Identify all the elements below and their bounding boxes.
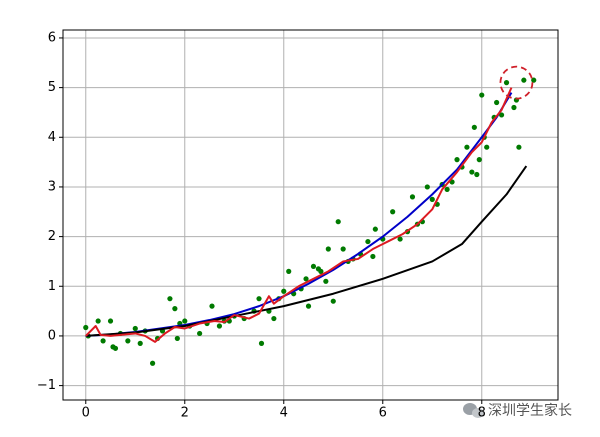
data-point [167,296,173,302]
data-point [340,246,346,252]
data-point [372,226,378,232]
data-point [444,186,450,193]
data-point [471,124,477,130]
data-point [137,340,143,346]
data-point [397,236,403,242]
data-point [286,268,292,274]
data-point [479,92,485,98]
data-point [484,144,490,150]
data-point [390,209,396,215]
data-point [323,278,329,284]
data-point [112,345,119,351]
data-point [335,219,341,225]
data-point [370,253,376,260]
data-point [503,80,510,86]
data-point [132,325,138,332]
data-point [281,288,287,294]
data-point [182,318,188,324]
data-point [409,194,416,200]
y-tick-label: 3 [48,179,56,194]
watermark-icon [463,403,484,418]
data-point [531,77,537,83]
data-point [310,263,317,270]
data-point [325,246,331,252]
data-point [365,238,371,245]
x-tick-label: 4 [280,406,288,421]
y-tick-label: 0 [48,328,56,343]
x-tick-label: 0 [82,406,90,421]
data-point [454,157,460,163]
data-point [197,330,203,337]
highlight-circle [499,65,534,100]
data-point [521,77,527,83]
data-point [172,306,178,312]
x-tick-label: 6 [379,406,387,421]
x-tick-label: 2 [181,406,189,421]
y-tick-label: 6 [48,30,56,45]
data-point [209,303,215,309]
data-point [464,144,470,150]
data-point [494,99,500,106]
data-point [429,196,435,202]
data-point [318,268,324,274]
data-point [216,323,223,329]
data-point [271,315,277,322]
data-point [100,338,106,344]
data-point [107,318,114,324]
data-point [516,144,522,150]
data-point [474,171,480,178]
data-point [511,104,517,111]
data-point [256,296,262,302]
x-tick-label: 8 [478,406,486,421]
data-point [330,298,336,304]
data-point [303,276,309,282]
y-tick-label: 4 [48,130,56,145]
y-tick-label: 5 [48,80,56,95]
data-point [469,169,475,175]
data-point [174,335,180,342]
data-point [83,324,89,331]
data-point [498,112,505,118]
y-tick-label: 1 [48,279,56,294]
data-point [95,318,101,324]
data-point [305,303,312,309]
watermark: 深圳学生家长 [488,402,572,419]
data-point [125,338,131,344]
data-point [424,184,430,190]
data-point [258,340,265,346]
line [85,87,513,343]
y-tick-label: −1 [37,378,56,393]
data-point [149,360,156,366]
data-point [476,157,482,163]
y-tick-label: 2 [48,229,56,244]
plot-frame [62,29,559,401]
